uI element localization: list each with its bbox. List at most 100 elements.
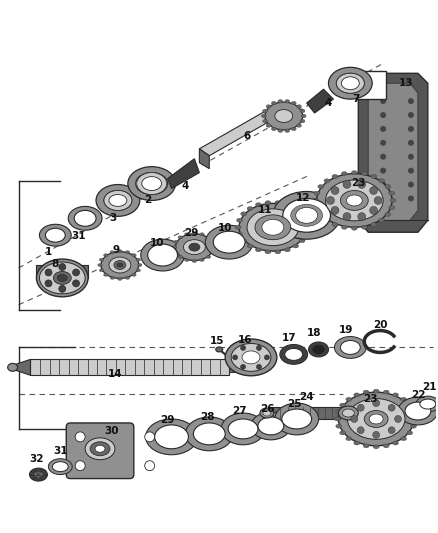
Ellipse shape xyxy=(351,227,357,230)
Ellipse shape xyxy=(275,403,318,435)
Ellipse shape xyxy=(192,232,197,235)
Ellipse shape xyxy=(53,271,71,285)
Ellipse shape xyxy=(285,100,290,103)
Ellipse shape xyxy=(314,191,320,195)
Ellipse shape xyxy=(211,251,215,254)
Circle shape xyxy=(145,461,155,471)
Ellipse shape xyxy=(346,397,352,401)
Ellipse shape xyxy=(420,399,436,409)
Ellipse shape xyxy=(132,273,136,276)
Text: 17: 17 xyxy=(282,333,296,343)
Circle shape xyxy=(240,345,246,350)
Ellipse shape xyxy=(242,351,260,364)
Circle shape xyxy=(145,432,155,442)
Ellipse shape xyxy=(339,392,414,446)
Ellipse shape xyxy=(314,206,320,209)
Text: 4: 4 xyxy=(325,98,332,108)
Ellipse shape xyxy=(285,349,303,360)
Ellipse shape xyxy=(339,406,358,420)
Ellipse shape xyxy=(206,236,211,239)
Circle shape xyxy=(358,213,366,221)
Ellipse shape xyxy=(184,259,189,262)
Ellipse shape xyxy=(299,212,305,216)
Text: 6: 6 xyxy=(244,131,251,141)
Ellipse shape xyxy=(136,173,168,195)
Circle shape xyxy=(380,168,386,174)
Ellipse shape xyxy=(213,231,245,253)
Circle shape xyxy=(357,404,364,411)
Ellipse shape xyxy=(383,390,389,394)
Polygon shape xyxy=(368,83,418,220)
Ellipse shape xyxy=(412,417,418,421)
Ellipse shape xyxy=(231,343,271,372)
Ellipse shape xyxy=(178,255,183,259)
Ellipse shape xyxy=(110,251,114,254)
Text: 11: 11 xyxy=(258,205,272,215)
Text: 28: 28 xyxy=(200,412,215,422)
Ellipse shape xyxy=(125,277,130,279)
Ellipse shape xyxy=(255,248,261,252)
Text: 14: 14 xyxy=(108,369,122,379)
Ellipse shape xyxy=(363,390,369,394)
Ellipse shape xyxy=(266,104,271,108)
Circle shape xyxy=(408,168,414,174)
Text: 26: 26 xyxy=(260,404,274,414)
Text: 10: 10 xyxy=(149,238,164,248)
Circle shape xyxy=(326,197,335,205)
Ellipse shape xyxy=(104,273,108,276)
Circle shape xyxy=(380,140,386,146)
Ellipse shape xyxy=(291,127,296,131)
Ellipse shape xyxy=(136,269,141,272)
Ellipse shape xyxy=(369,414,383,424)
Ellipse shape xyxy=(104,190,132,211)
Polygon shape xyxy=(229,362,259,372)
Text: 18: 18 xyxy=(306,328,321,337)
Ellipse shape xyxy=(205,225,253,259)
Ellipse shape xyxy=(398,397,438,425)
Circle shape xyxy=(380,182,386,188)
Ellipse shape xyxy=(95,445,105,453)
Ellipse shape xyxy=(104,254,108,257)
Ellipse shape xyxy=(184,240,205,255)
Ellipse shape xyxy=(155,425,188,449)
Ellipse shape xyxy=(148,244,177,266)
Ellipse shape xyxy=(110,277,114,279)
Ellipse shape xyxy=(332,223,338,227)
Ellipse shape xyxy=(410,410,417,414)
Circle shape xyxy=(408,182,414,188)
Ellipse shape xyxy=(262,219,284,235)
Ellipse shape xyxy=(141,239,184,271)
Ellipse shape xyxy=(184,233,189,236)
Polygon shape xyxy=(199,149,209,168)
Ellipse shape xyxy=(146,419,198,455)
Ellipse shape xyxy=(284,248,290,252)
Ellipse shape xyxy=(225,339,277,376)
Ellipse shape xyxy=(240,239,247,243)
Ellipse shape xyxy=(7,364,18,372)
Ellipse shape xyxy=(263,410,271,416)
Circle shape xyxy=(351,416,358,423)
Ellipse shape xyxy=(46,228,65,242)
Text: 29: 29 xyxy=(184,228,198,238)
Ellipse shape xyxy=(371,174,377,179)
Ellipse shape xyxy=(291,205,322,227)
Ellipse shape xyxy=(299,239,305,243)
Polygon shape xyxy=(199,109,279,156)
Ellipse shape xyxy=(132,254,136,257)
Circle shape xyxy=(343,180,351,188)
Circle shape xyxy=(257,345,261,350)
Ellipse shape xyxy=(117,263,123,267)
Text: 24: 24 xyxy=(299,392,314,402)
Ellipse shape xyxy=(280,344,307,365)
Ellipse shape xyxy=(401,437,406,441)
Ellipse shape xyxy=(206,255,211,259)
Ellipse shape xyxy=(278,100,283,103)
Ellipse shape xyxy=(39,224,71,246)
Ellipse shape xyxy=(260,408,274,418)
Ellipse shape xyxy=(341,77,359,90)
Text: 23: 23 xyxy=(363,394,378,404)
Ellipse shape xyxy=(296,207,318,223)
Circle shape xyxy=(370,187,378,195)
Polygon shape xyxy=(358,74,428,232)
Ellipse shape xyxy=(272,127,276,131)
